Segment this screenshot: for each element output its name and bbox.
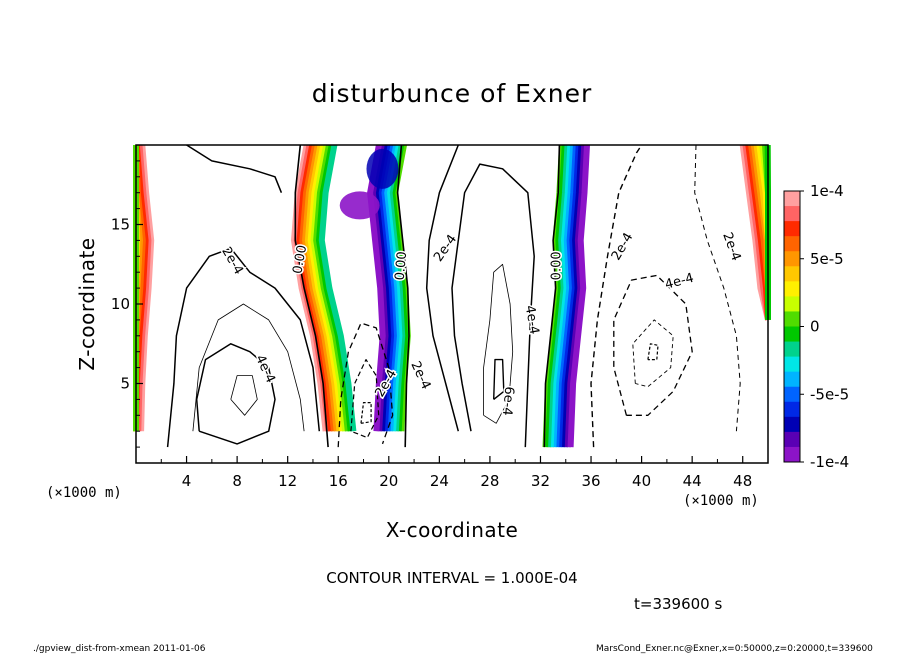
x-tick-label: 4 (182, 472, 192, 490)
x-tick-label: 44 (683, 472, 702, 490)
colorbar-swatch (784, 296, 800, 312)
contour-label: 2e-4 (719, 230, 743, 263)
contour-line-15 (647, 343, 659, 361)
contour-line-10 (483, 263, 514, 424)
contour-label: 6e-4 (499, 386, 516, 416)
contour-interval-note: CONTOUR INTERVAL = 1.000E-04 (326, 569, 577, 587)
band-1-level-10 (318, 144, 357, 432)
colorbar-ticks: 1e-4 5e-5 0 -5e-5 -1e-4 (800, 182, 849, 471)
contour-line-0 (294, 144, 329, 448)
contour-line-13 (613, 274, 693, 416)
colorbar-swatch (784, 401, 800, 418)
contour-label: 2e-4 (407, 359, 433, 392)
colorbar-tick-label: -5e-5 (810, 385, 849, 403)
x-tick-label: 24 (430, 472, 449, 490)
x-unit-right: (×1000 m) (683, 493, 759, 509)
colorbar-swatch (784, 446, 800, 463)
colorbar-swatch (784, 236, 800, 252)
x-unit-left: (×1000 m) (46, 485, 122, 501)
contour-label: 4e-4 (252, 353, 278, 386)
plot-frame (135, 144, 769, 464)
colorbar-swatch (784, 341, 800, 358)
band-2-level-9 (367, 144, 386, 432)
colorbar-swatch (784, 266, 800, 282)
colorbar-swatch (784, 281, 800, 297)
contour-line-19 (360, 402, 372, 424)
y-axis-label: Z-coordinate (75, 237, 99, 370)
contour-label: 0.00 (393, 251, 410, 281)
chart-title: disturbunce of Exner (312, 79, 593, 108)
colorbar-swatch (784, 371, 800, 388)
contour-lines (166, 144, 741, 448)
colorbar-swatch (784, 311, 800, 327)
y-tick-label: 5 (120, 375, 130, 393)
contour-line-3 (186, 144, 283, 193)
y-tick-label: 10 (111, 295, 130, 313)
low-blob-2 (366, 148, 399, 189)
colorbar-swatch (784, 431, 800, 448)
colorbar-swatch (784, 356, 800, 373)
y-axis-ticks: 5 10 15 (111, 160, 143, 448)
contour-line-16 (694, 144, 741, 432)
contour-label: 4e-4 (522, 304, 542, 335)
contour-label: 2e-4 (218, 245, 246, 278)
colorbar-tick-label: 1e-4 (810, 182, 844, 200)
low-blob (339, 191, 380, 220)
x-tick-label: 16 (329, 472, 348, 490)
contour-line-11 (493, 358, 505, 400)
contour-label: 4e-4 (663, 271, 695, 293)
y-tick-label: 15 (111, 216, 130, 234)
colorbar-swatch (784, 221, 800, 237)
time-note: t=339600 s (634, 595, 722, 613)
colorbar-swatch (784, 326, 800, 343)
x-tick-label: 8 (232, 472, 242, 490)
x-tick-label: 40 (632, 472, 651, 490)
band-3-level-9 (567, 144, 590, 448)
contour-line-7 (230, 375, 258, 416)
colorbar-tick-label: 5e-5 (810, 250, 844, 268)
x-tick-label: 32 (531, 472, 550, 490)
colorbar-tick-label: 0 (810, 318, 820, 336)
contour-label: 0.00 (549, 251, 564, 280)
contour-line-14 (632, 319, 674, 388)
contour-line-5 (192, 303, 305, 432)
x-tick-label: 36 (581, 472, 600, 490)
contour-line-2 (543, 144, 561, 448)
colorbar-swatch (784, 206, 800, 222)
colorbar-swatch (784, 191, 800, 207)
x-axis-ticks: 4 8 12 16 20 24 28 32 36 40 44 48 (160, 456, 752, 490)
contour-label: 2e-4 (609, 230, 637, 263)
colorbar-swatch (784, 251, 800, 267)
colorbar-swatch (784, 386, 800, 403)
contour-line-17 (337, 322, 394, 448)
contour-line-9 (451, 163, 535, 448)
contour-line-12 (590, 144, 643, 448)
x-tick-label: 12 (278, 472, 297, 490)
footer-left: ./gpview_dist-from-xmean 2011-01-06 (33, 644, 206, 654)
x-tick-label: 28 (480, 472, 499, 490)
colorbar-swatch (784, 416, 800, 433)
contour-line-4 (166, 247, 321, 448)
colorbar-tick-label: -1e-4 (810, 453, 849, 471)
x-tick-label: 20 (379, 472, 398, 490)
contour-label: 0.00 (290, 244, 310, 275)
x-tick-label: 48 (733, 472, 752, 490)
footer-right: MarsCond_Exner.nc@Exner,x=0:50000,z=0:20… (596, 644, 873, 654)
contour-line-8 (425, 144, 460, 432)
contour-line-1 (396, 144, 410, 448)
x-axis-label: X-coordinate (386, 518, 519, 542)
contour-line-6 (195, 343, 276, 445)
colorbar (783, 190, 801, 463)
